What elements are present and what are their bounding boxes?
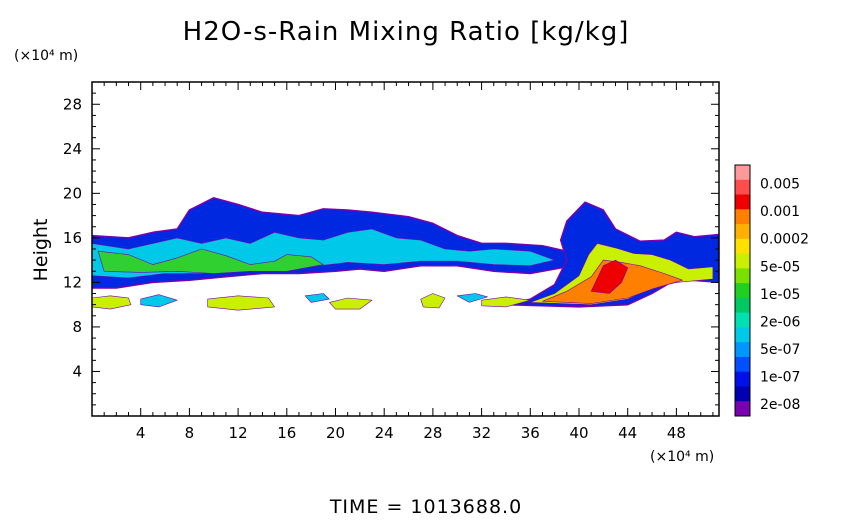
colorbar: 0.005 0.001 0.0002 5e-05 1e-05 2e-06 5e-07 1e-0… [734,164,809,417]
colorbar-swatch [735,386,750,402]
colorbar-label: 0.001 [760,204,800,220]
region-low-cell-3 [207,295,275,311]
y-axis-label: Height [30,219,52,282]
y-tick-label: 20 [63,184,82,202]
field-regions [92,197,719,311]
colorbar-swatch [735,356,750,373]
colorbar-label: 1e-07 [760,370,800,386]
region-low-cell-1 [92,295,132,310]
x-tick-label: 20 [326,424,345,442]
y-axis: 4 8 12 16 20 24 28 [63,92,719,406]
region-low-cell-6 [420,293,446,309]
y-tick-label: 4 [72,362,82,380]
region-low-cell-2 [140,294,178,308]
colorbar-swatch [735,238,750,255]
x-axis: 4 8 12 16 20 24 28 32 36 40 44 48 [103,82,714,442]
colorbar-label: 5e-05 [760,259,800,275]
colorbar-swatch [735,165,750,181]
colorbar-swatch [735,327,750,343]
region-low-cell-5 [329,297,373,310]
region-tower-peak [590,259,629,294]
colorbar-swatch [735,401,750,417]
colorbar-label: 0.0002 [760,232,809,248]
colorbar-swatch [735,179,750,196]
colorbar-swatch [735,371,750,387]
colorbar-frame [734,164,751,417]
x-tick-label: 40 [569,424,588,442]
y-tick-label: 24 [63,140,82,158]
x-tick-label: 4 [136,424,146,442]
colorbar-swatch [735,194,750,210]
colorbar-swatch [735,253,750,269]
region-low-cell-7 [456,293,489,303]
x-tick-label: 8 [185,424,195,442]
colorbar-label: 0.005 [760,177,800,193]
time-footer: TIME = 1013688.0 [329,496,522,518]
x-axis-unit: (×10⁴ m) [650,449,714,465]
y-axis-unit: (×10⁴ m) [14,48,78,64]
colorbar-swatch [735,342,750,358]
x-tick-label: 32 [472,424,491,442]
region-low-cell-4 [304,293,330,303]
colorbar-label: 1e-05 [760,287,800,303]
colorbar-swatch [735,268,750,284]
x-tick-label: 24 [375,424,394,442]
x-tick-label: 28 [423,424,442,442]
y-tick-label: 8 [72,318,82,336]
colorbar-label: 2e-08 [760,397,800,413]
colorbar-label: 2e-06 [760,314,800,330]
colorbar-label: 5e-07 [760,342,800,358]
colorbar-swatch [735,209,750,225]
x-tick-label: 48 [667,424,686,442]
colorbar-swatch [735,283,750,299]
x-tick-label: 36 [521,424,540,442]
colorbar-swatch [735,312,750,328]
x-tick-label: 12 [229,424,248,442]
region-low-cell-8 [481,296,531,308]
chart-title: H2O-s-Rain Mixing Ratio [kg/kg] [183,17,630,47]
x-tick-label: 44 [618,424,637,442]
colorbar-swatch [735,297,750,314]
x-tick-label: 16 [277,424,296,442]
y-tick-label: 28 [63,95,82,113]
y-tick-label: 12 [63,273,82,291]
region-anvil-green [97,248,324,274]
y-tick-label: 16 [63,229,82,247]
colorbar-swatch [735,224,750,240]
